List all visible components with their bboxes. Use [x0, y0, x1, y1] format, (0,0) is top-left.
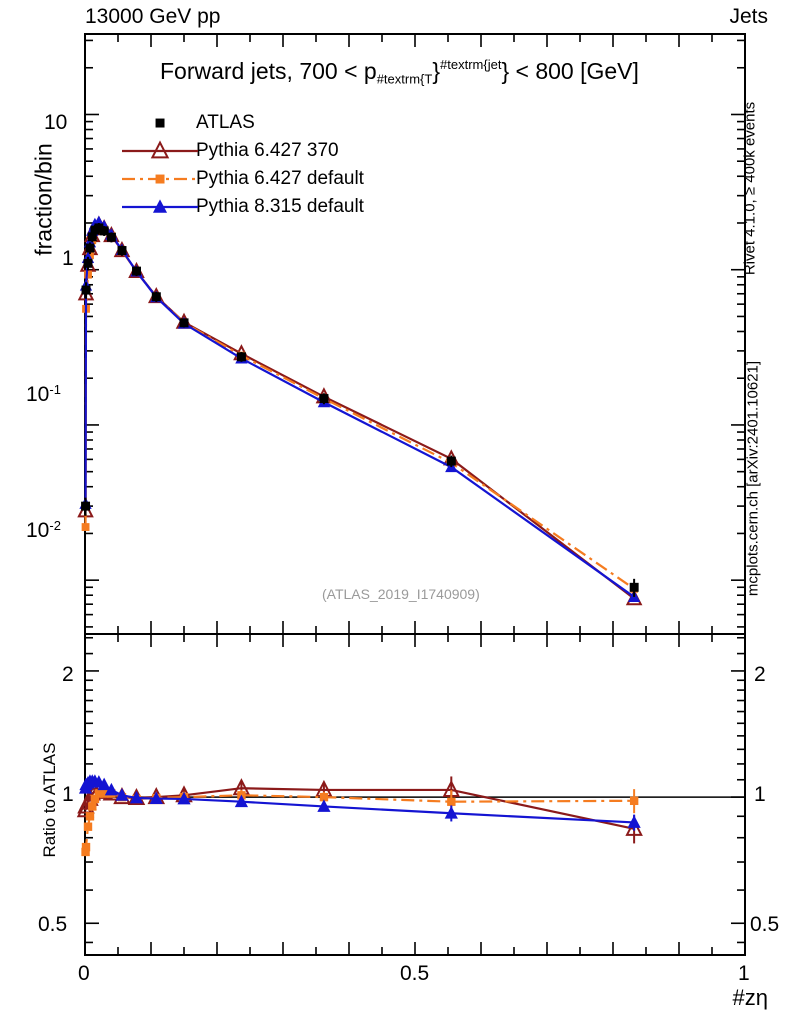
title-close: } [501, 57, 510, 84]
x-tick-0: 0 [78, 962, 90, 985]
y-tick-ratio-1-left: 1 [62, 783, 74, 806]
y-tick-main-10: 10 [44, 111, 68, 135]
y-tick-main-1: 1 [62, 247, 74, 271]
main-panel-series [77, 215, 643, 606]
legend-markers[interactable] [122, 118, 198, 213]
legend-label-pythia6-370: Pythia 6.427 370 [196, 140, 339, 161]
x-tick-1: 1 [738, 962, 750, 985]
y-tick-ratio-2-right: 2 [754, 663, 766, 686]
axis-frames [84, 33, 746, 956]
y-tick-ratio-0p5-right: 0.5 [750, 913, 780, 936]
x-tick-0p5: 0.5 [400, 962, 430, 985]
title-suffix: < 800 [GeV] [509, 57, 639, 84]
analysis-id-watermark: (ATLAS_2019_I1740909) [322, 586, 480, 602]
legend-label-atlas: ATLAS [196, 112, 255, 133]
x-axis-label: #zη [732, 985, 768, 1010]
y-tick-main-0p01: 10-2 [26, 518, 61, 543]
legend-label-pythia8-def: Pythia 8.315 default [196, 196, 364, 217]
title-superscript: #textrm{jet [440, 57, 502, 72]
y-tick-ratio-2-left: 2 [62, 663, 74, 686]
ratio-panel-series [76, 774, 643, 857]
legend-label-pythia6-def: Pythia 6.427 default [196, 168, 364, 189]
beam-energy-label: 13000 GeV pp [85, 5, 221, 28]
title-subscript: #textrm{T [376, 71, 433, 87]
analysis-category-label: Jets [729, 5, 768, 28]
y-tick-main-0p1: 10-1 [26, 382, 61, 407]
plot-title: Forward jets, 700 < p#textrm{T}#textrm{j… [160, 57, 639, 86]
axis-ticks [84, 34, 746, 955]
title-prefix: Forward jets, 700 < p [160, 57, 377, 84]
y-tick-ratio-1-right: 1 [754, 783, 766, 806]
title-mid: } [432, 57, 441, 84]
y-tick-ratio-0p5-left: 0.5 [38, 913, 68, 936]
